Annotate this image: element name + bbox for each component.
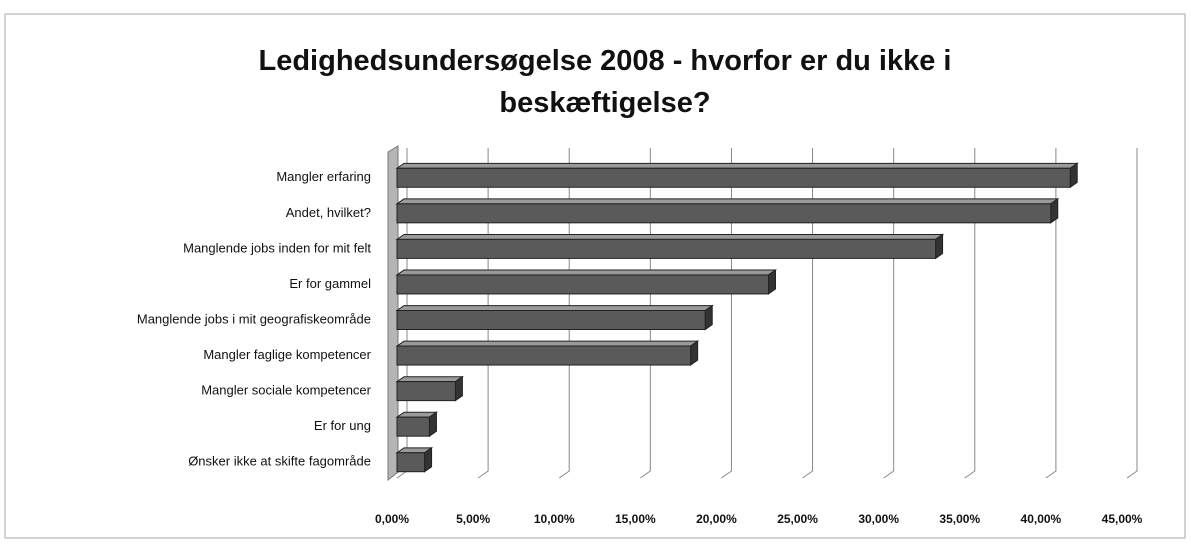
y-tick-label: Mangler sociale kompetencer — [201, 383, 371, 398]
bar-top — [395, 305, 714, 311]
bar-front — [396, 416, 430, 437]
x-tick-label: 40,00% — [1021, 512, 1062, 526]
bar-front — [396, 167, 1071, 188]
bar-front — [396, 203, 1052, 224]
bar — [395, 375, 464, 402]
bar-side — [1069, 162, 1078, 189]
bar-top — [395, 162, 1079, 169]
bar — [395, 197, 1060, 224]
y-tick-label: Manglende jobs i mit geografiskeområde — [137, 311, 371, 326]
bar — [395, 233, 945, 260]
bar-front — [396, 345, 692, 366]
bar — [395, 446, 434, 473]
y-tick-label: Ønsker ikke at skifte fagområde — [188, 454, 371, 469]
y-tick-label: Mangler erfaring — [276, 169, 371, 184]
bar-front — [396, 310, 706, 330]
bar-top — [395, 233, 945, 240]
bar-side — [690, 340, 699, 367]
bar-side — [424, 446, 433, 473]
grid-line — [1126, 148, 1138, 479]
chart-title: Ledighedsundersøgelse 2008 - hvorfor er … — [258, 45, 952, 119]
bar-front — [396, 274, 769, 295]
grid-line — [964, 148, 976, 479]
bar-front — [396, 452, 426, 473]
bar — [395, 162, 1079, 189]
bar-top — [395, 269, 778, 276]
bar-top — [395, 198, 1060, 205]
grid-line — [721, 148, 732, 479]
bar — [395, 304, 714, 331]
frame — [4, 13, 1186, 539]
bar-top — [395, 376, 464, 383]
bar-side — [1050, 197, 1059, 224]
x-tick-label: 15,00% — [615, 512, 656, 526]
y-tick-label: Er for ung — [314, 418, 371, 433]
x-tick-label: 35,00% — [939, 512, 980, 526]
x-tick-label: 30,00% — [858, 512, 899, 526]
x-tick-label: 20,00% — [696, 512, 737, 526]
bar-side — [704, 304, 713, 331]
bar — [395, 411, 439, 438]
x-tick-label: 0,00% — [375, 512, 409, 526]
grid-line — [883, 148, 895, 479]
y-tick-label: Er for gammel — [289, 276, 371, 291]
x-tick-label: 10,00% — [534, 512, 575, 526]
bar — [395, 269, 778, 295]
x-tick-label: 25,00% — [777, 512, 818, 526]
bar-side — [454, 375, 463, 402]
bar — [395, 340, 700, 367]
bar-side — [767, 269, 776, 295]
y-tick-label: Manglende jobs inden for mit felt — [183, 240, 371, 255]
bar-front — [396, 381, 456, 402]
x-tick-label: 45,00% — [1102, 512, 1143, 526]
bar-front — [396, 238, 937, 259]
bar-side — [428, 411, 437, 438]
y-tick-label: Mangler faglige kompetencer — [203, 347, 371, 362]
y-tick-label: Andet, hvilket? — [286, 205, 371, 220]
grid-line — [802, 148, 814, 479]
x-tick-label: 5,00% — [456, 512, 490, 526]
grid-line — [1045, 148, 1057, 479]
bar-top — [395, 340, 700, 347]
bar-side — [935, 233, 944, 260]
